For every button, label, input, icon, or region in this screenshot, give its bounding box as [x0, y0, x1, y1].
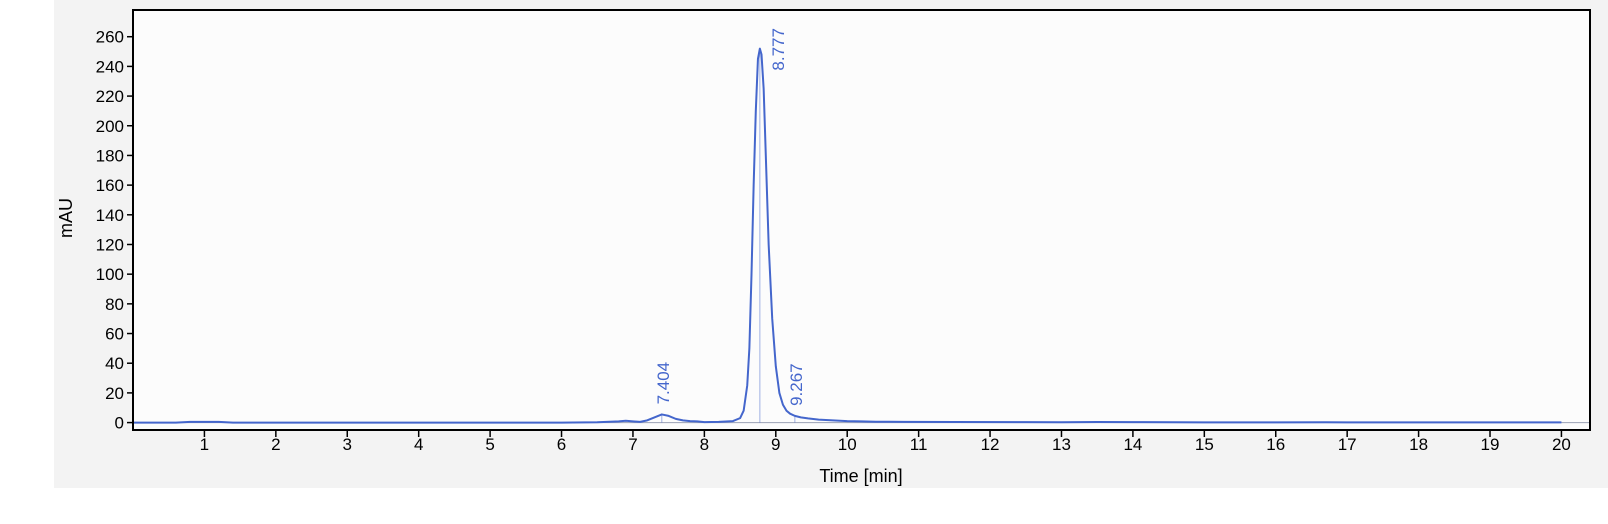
y-tick-label: 260	[96, 28, 124, 47]
plot-frame	[132, 9, 1591, 431]
peak-labels: 7.404 8.777 9.267	[654, 28, 806, 406]
x-tick-label: 14	[1123, 435, 1142, 454]
x-tick-label: 18	[1409, 435, 1428, 454]
x-tick-label: 15	[1195, 435, 1214, 454]
y-axis-title: mAU	[56, 198, 76, 238]
x-tick-label: 2	[271, 435, 280, 454]
peak-label: 7.404	[654, 362, 673, 405]
y-tick-label: 20	[105, 384, 124, 403]
peak-label: 8.777	[769, 28, 788, 71]
y-tick-label: 40	[105, 354, 124, 373]
x-tick-label: 19	[1481, 435, 1500, 454]
x-axis-title: Time [min]	[819, 466, 902, 486]
plot-area	[133, 10, 1590, 430]
y-tick-label: 220	[96, 87, 124, 106]
y-tick-label: 100	[96, 265, 124, 284]
y-tick-label: 120	[96, 235, 124, 254]
y-axis-ticks: 0 20 40 60 80 100 120 140 160 180 200 220 240 260	[96, 28, 133, 433]
peak-label: 9.267	[787, 363, 806, 406]
y-tick-label: 0	[115, 414, 124, 433]
x-tick-label: 5	[485, 435, 494, 454]
x-tick-label: 7	[628, 435, 637, 454]
peak-markers	[661, 48, 796, 423]
x-tick-label: 13	[1052, 435, 1071, 454]
x-axis-ticks: 1 2 3 4 5 6 7 8 9 10 11 12 13 14 15 16 17 18 19 20	[200, 430, 1571, 454]
x-tick-label: 12	[981, 435, 1000, 454]
y-tick-label: 160	[96, 176, 124, 195]
x-tick-label: 17	[1338, 435, 1357, 454]
chromatogram-trace	[133, 47, 1562, 424]
y-tick-label: 200	[96, 117, 124, 136]
y-tick-label: 140	[96, 206, 124, 225]
x-tick-label: 4	[414, 435, 423, 454]
y-tick-label: 240	[96, 57, 124, 76]
x-tick-label: 8	[700, 435, 709, 454]
x-tick-label: 1	[200, 435, 209, 454]
x-tick-label: 3	[343, 435, 352, 454]
x-tick-label: 10	[838, 435, 857, 454]
y-tick-label: 80	[105, 295, 124, 314]
x-tick-label: 6	[557, 435, 566, 454]
y-tick-label: 60	[105, 325, 124, 344]
x-tick-label: 20	[1552, 435, 1571, 454]
x-tick-label: 16	[1266, 435, 1285, 454]
y-tick-label: 180	[96, 146, 124, 165]
x-tick-label: 9	[771, 435, 780, 454]
x-tick-label: 11	[910, 435, 928, 454]
